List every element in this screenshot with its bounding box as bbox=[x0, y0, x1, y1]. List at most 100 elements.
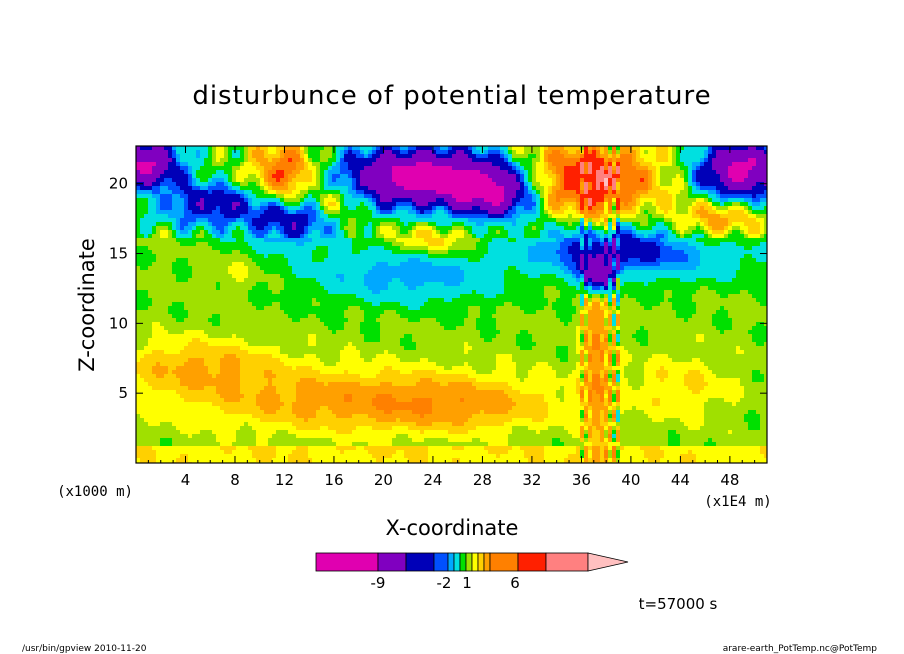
field-cell bbox=[484, 174, 489, 179]
field-cell bbox=[220, 158, 225, 163]
field-cell bbox=[328, 186, 333, 191]
field-cell bbox=[596, 150, 601, 155]
field-cell bbox=[416, 238, 421, 243]
field-cell bbox=[368, 210, 373, 215]
field-cell bbox=[528, 154, 533, 159]
field-cell bbox=[368, 262, 373, 267]
field-cell bbox=[516, 178, 521, 183]
field-cell bbox=[512, 234, 517, 239]
field-cell bbox=[348, 158, 353, 163]
field-cell bbox=[508, 182, 513, 187]
field-cell bbox=[536, 234, 541, 239]
field-cell bbox=[232, 182, 237, 187]
field-cell bbox=[456, 162, 461, 167]
field-cell bbox=[288, 174, 293, 179]
field-cell bbox=[292, 146, 297, 151]
field-cell bbox=[744, 218, 749, 223]
field-cell bbox=[688, 226, 693, 231]
field-cell bbox=[500, 150, 505, 155]
field-cell bbox=[316, 242, 321, 247]
field-cell bbox=[388, 194, 393, 199]
field-cell bbox=[500, 266, 505, 271]
field-cell bbox=[632, 202, 637, 207]
field-cell bbox=[500, 178, 505, 183]
field-cell bbox=[732, 166, 737, 171]
field-cell bbox=[260, 170, 265, 175]
field-cell bbox=[204, 146, 209, 151]
field-cell bbox=[528, 222, 533, 227]
field-cell bbox=[540, 186, 545, 191]
field-cell bbox=[748, 250, 753, 255]
field-cell bbox=[460, 226, 465, 231]
field-cell bbox=[148, 266, 153, 271]
field-cell bbox=[400, 266, 405, 271]
field-cell bbox=[208, 158, 213, 163]
field-cell bbox=[244, 218, 249, 223]
field-cell bbox=[708, 254, 713, 259]
field-cell bbox=[272, 206, 277, 211]
field-cell bbox=[544, 170, 549, 175]
field-cell bbox=[236, 270, 241, 275]
field-cell bbox=[460, 222, 465, 227]
field-cell bbox=[248, 226, 253, 231]
field-cell bbox=[232, 226, 237, 231]
field-cell bbox=[356, 170, 361, 175]
field-cell bbox=[604, 162, 609, 167]
field-cell bbox=[700, 178, 705, 183]
field-cell bbox=[640, 154, 645, 159]
field-cell bbox=[476, 194, 481, 199]
field-cell bbox=[252, 266, 257, 271]
field-cell bbox=[260, 266, 265, 271]
field-cell bbox=[540, 230, 545, 235]
field-cell bbox=[164, 154, 169, 159]
field-cell bbox=[280, 250, 285, 255]
field-cell bbox=[152, 146, 157, 151]
field-cell bbox=[320, 158, 325, 163]
field-cell bbox=[756, 214, 761, 219]
field-cell bbox=[332, 162, 337, 167]
field-cell bbox=[556, 178, 561, 183]
field-cell bbox=[652, 198, 657, 203]
field-cell bbox=[408, 206, 413, 211]
field-cell bbox=[736, 214, 741, 219]
field-cell bbox=[280, 162, 285, 167]
field-cell bbox=[496, 162, 501, 167]
field-cell bbox=[204, 250, 209, 255]
field-cell bbox=[304, 270, 309, 275]
field-cell bbox=[244, 182, 249, 187]
field-cell bbox=[728, 254, 733, 259]
field-cell bbox=[416, 190, 421, 195]
field-cell bbox=[200, 242, 205, 247]
field-cell bbox=[188, 214, 193, 219]
field-cell bbox=[676, 178, 681, 183]
field-cell bbox=[744, 258, 749, 263]
field-cell bbox=[632, 166, 637, 171]
field-cell bbox=[596, 254, 601, 259]
field-cell bbox=[560, 246, 565, 251]
field-cell bbox=[612, 226, 617, 231]
field-cell bbox=[432, 250, 437, 255]
field-cell bbox=[376, 230, 381, 235]
field-cell bbox=[552, 258, 557, 263]
field-cell bbox=[616, 166, 621, 171]
field-cell bbox=[384, 210, 389, 215]
field-cell bbox=[696, 234, 701, 239]
field-cell bbox=[700, 206, 705, 211]
field-cell bbox=[764, 262, 767, 267]
field-cell bbox=[300, 246, 305, 251]
field-cell bbox=[708, 162, 713, 167]
field-cell bbox=[416, 262, 421, 267]
field-cell bbox=[140, 262, 145, 267]
field-cell bbox=[616, 202, 621, 207]
field-cell bbox=[300, 186, 305, 191]
field-cell bbox=[652, 234, 657, 239]
field-cell bbox=[392, 270, 397, 275]
field-cell bbox=[736, 262, 741, 267]
field-cell bbox=[472, 202, 477, 207]
field-cell bbox=[416, 206, 421, 211]
field-cell bbox=[224, 234, 229, 239]
field-cell bbox=[156, 154, 161, 159]
field-cell bbox=[672, 206, 677, 211]
field-cell bbox=[248, 178, 253, 183]
field-cell bbox=[436, 262, 441, 267]
